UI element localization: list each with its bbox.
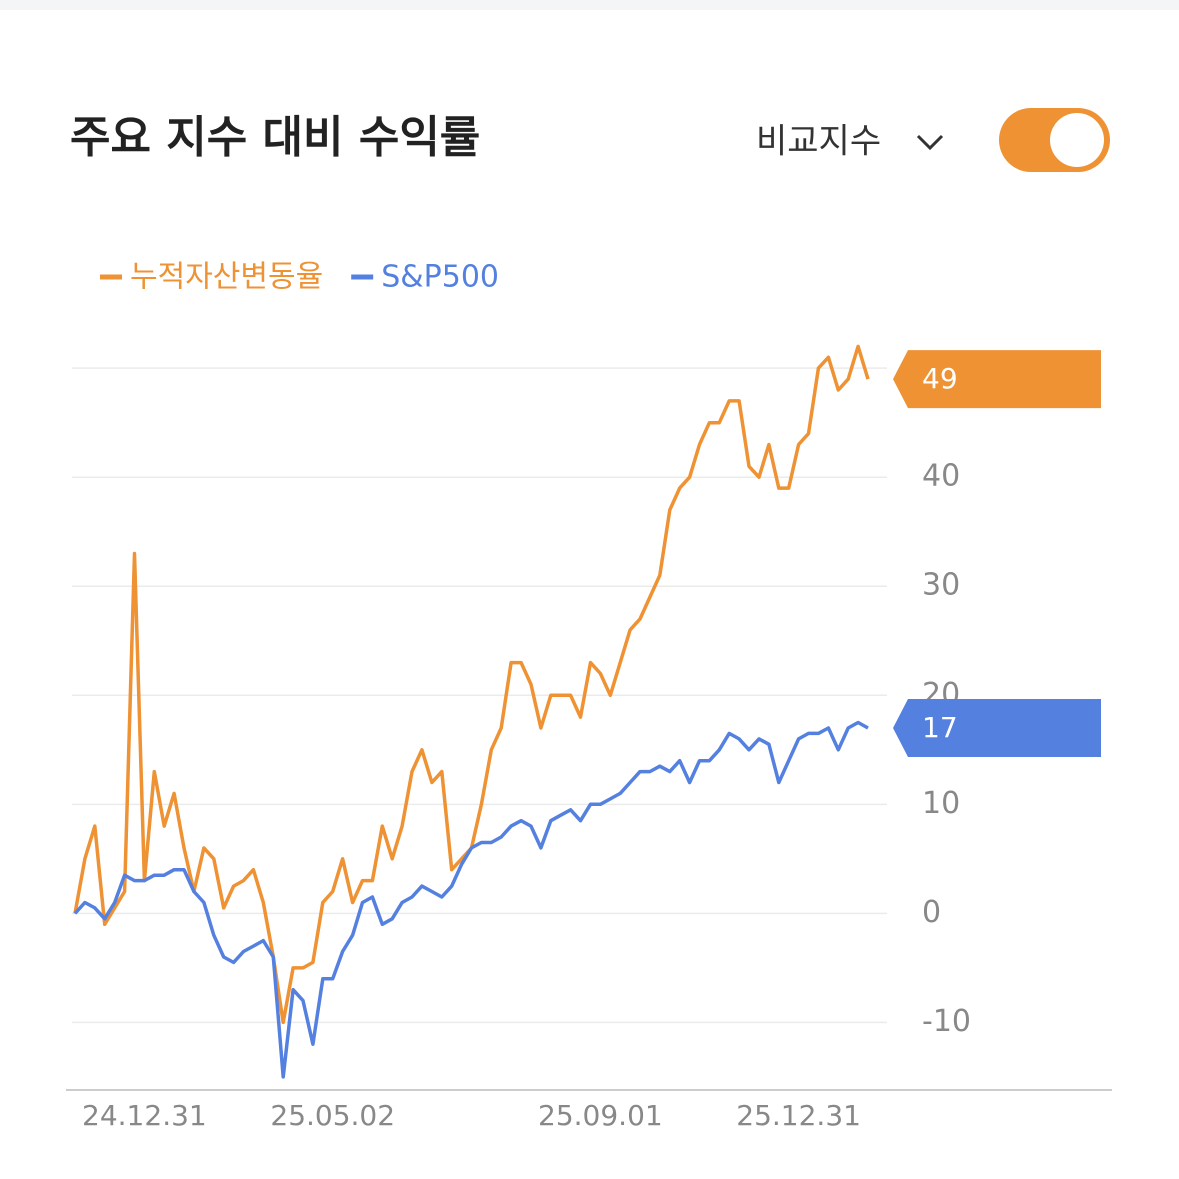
- y-tick-label: 10: [922, 786, 960, 821]
- value-badge: [893, 698, 1101, 757]
- value-badge-label: 17: [922, 711, 958, 744]
- x-tick-label: 25.05.02: [270, 1099, 395, 1132]
- y-tick-label: 30: [922, 568, 960, 603]
- x-tick-label: 25.09.01: [538, 1099, 663, 1132]
- title: 주요 지수 대비 수익률: [70, 112, 480, 163]
- value-badge-label: 49: [922, 362, 958, 395]
- compare-dropdown[interactable]: 비교지수: [756, 122, 944, 162]
- series-line: [73, 344, 870, 1025]
- x-tick-label: 24.12.31: [82, 1099, 207, 1132]
- chevron: [916, 134, 944, 151]
- legend-label: S&P500: [381, 260, 499, 295]
- top-bar: [0, 0, 1179, 10]
- toggle[interactable]: [999, 108, 1110, 172]
- toggle-knob: [1050, 113, 1104, 167]
- legend-label: 누적자산변동율: [130, 260, 323, 295]
- value-badge: [893, 350, 1101, 409]
- y-tick-label: 0: [922, 895, 941, 930]
- series-line: [73, 720, 869, 1079]
- y-tick-label: -10: [922, 1004, 971, 1039]
- y-tick-label: 40: [922, 459, 960, 494]
- dropdown-label[interactable]: 비교지수: [756, 122, 881, 162]
- x-tick-label: 25.12.31: [736, 1099, 861, 1132]
